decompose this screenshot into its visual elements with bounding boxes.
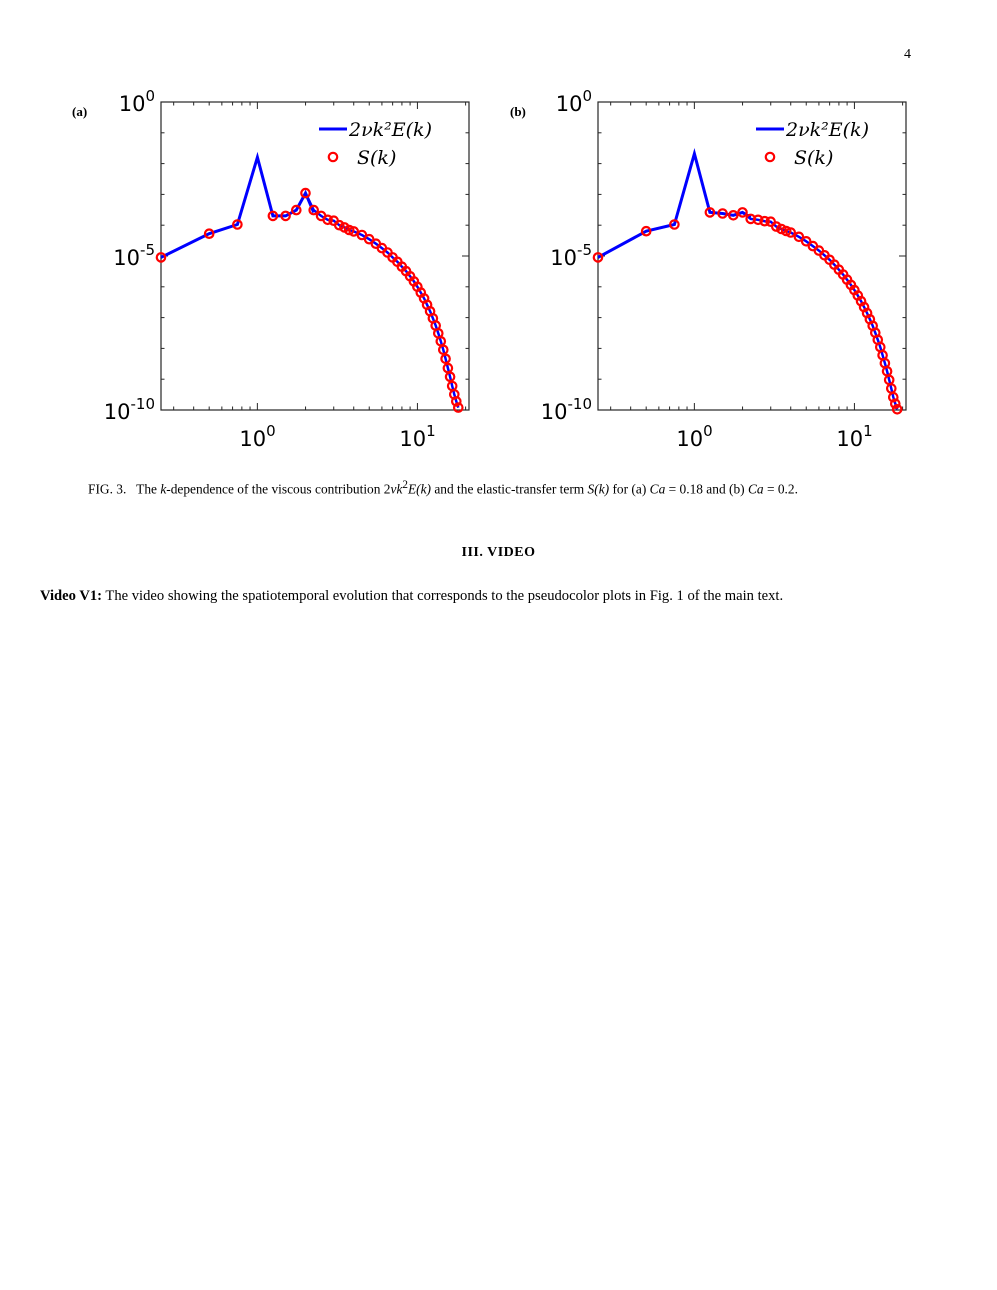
- data-point-s-k: [728, 210, 739, 221]
- tick-base: 10: [550, 246, 577, 270]
- y-tick-label: 10-5: [113, 241, 155, 270]
- data-point-s-k: [771, 221, 782, 232]
- y-tick-label: 100: [119, 87, 155, 116]
- y-tick-label: 10-10: [104, 395, 155, 424]
- data-point-s-k: [322, 214, 333, 226]
- data-point-s-k: [267, 210, 279, 222]
- data-point-s-k: [704, 207, 716, 218]
- panel-label-a: (a): [72, 104, 88, 119]
- caption-superscript: 2: [402, 479, 408, 491]
- legend-label-s-k: S(k): [794, 147, 833, 169]
- tick-base: 10: [119, 92, 146, 116]
- data-point-s-k: [752, 214, 764, 226]
- data-point-s-k: [785, 227, 796, 238]
- plot-frame: [160, 101, 470, 411]
- section-heading: III. VIDEO: [461, 545, 536, 560]
- tick-base: 10: [113, 246, 140, 270]
- tick-base: 10: [399, 427, 426, 451]
- data-point-s-k: [308, 204, 319, 216]
- tick-base: 10: [104, 400, 131, 424]
- data-point-s-k: [437, 344, 449, 356]
- data-point-s-k: [450, 396, 462, 407]
- data-point-s-k: [440, 353, 451, 365]
- x-tick-label: 100: [239, 422, 275, 451]
- series-line-viscous: [160, 151, 316, 259]
- caption-s-k: S(k): [587, 481, 610, 497]
- legend-label-s-k: S(k): [357, 147, 396, 169]
- tick-exponent: -10: [131, 395, 156, 413]
- y-tick-label: 100: [556, 87, 592, 116]
- tick-exponent: -5: [140, 241, 155, 259]
- data-point-s-k: [348, 226, 359, 237]
- x-tick-label: 100: [676, 422, 712, 451]
- data-point-s-k: [444, 371, 456, 383]
- tick-exponent: 0: [582, 87, 592, 105]
- data-point-s-k: [737, 207, 748, 218]
- tick-exponent: 1: [863, 422, 873, 440]
- caption-text: The: [136, 481, 161, 497]
- caption-label: FIG. 3.: [88, 481, 127, 497]
- data-point-s-k: [592, 252, 604, 263]
- caption-text: and the elastic-transfer term: [431, 481, 588, 497]
- data-point-s-k: [452, 402, 464, 413]
- tick-exponent: 0: [703, 422, 713, 440]
- panel-label-b: (b): [510, 104, 526, 119]
- tick-exponent: 0: [266, 422, 276, 440]
- data-point-s-k: [800, 236, 812, 247]
- data-point-s-k: [343, 224, 355, 236]
- video-label: Video V1:: [40, 588, 103, 604]
- tick-base: 10: [676, 427, 703, 451]
- tick-base: 10: [836, 427, 863, 451]
- caption-k: k: [160, 481, 167, 497]
- x-tick-label: 101: [399, 422, 435, 451]
- caption-nu-k: νk: [390, 481, 403, 497]
- data-point-s-k: [717, 208, 728, 219]
- series-line-viscous-tail: [741, 211, 899, 410]
- data-point-s-k: [203, 228, 215, 239]
- y-tick-label: 10-10: [541, 395, 592, 424]
- caption-text: = 0.2.: [763, 481, 798, 497]
- caption-text: -dependence of the viscous contribution …: [166, 481, 391, 497]
- legend-label-viscous: 2νk²E(k): [348, 119, 432, 141]
- data-point-s-k: [155, 252, 167, 263]
- legend-circle-swatch: [327, 151, 339, 163]
- caption-ca: Ca: [747, 481, 764, 497]
- legend-label-viscous: 2νk²E(k): [785, 119, 869, 141]
- data-point-s-k: [889, 398, 901, 409]
- caption-ca: Ca: [649, 481, 666, 497]
- data-point-s-k: [291, 204, 302, 216]
- data-point-s-k: [669, 219, 680, 230]
- caption-e-k: E(k): [407, 481, 432, 497]
- data-point-s-k: [887, 391, 899, 403]
- data-point-s-k: [232, 219, 243, 230]
- data-point-s-k: [300, 187, 311, 199]
- figure-caption: FIG. 3. The k-dependence of the viscous …: [88, 477, 916, 497]
- x-tick-label: 101: [836, 422, 872, 451]
- caption-text: for (a): [609, 481, 650, 497]
- data-point-s-k: [891, 403, 903, 415]
- data-point-s-k: [334, 219, 345, 231]
- series-line-viscous: [597, 148, 752, 259]
- tick-exponent: -10: [568, 395, 593, 413]
- tick-base: 10: [541, 400, 568, 424]
- tick-exponent: 0: [145, 87, 155, 105]
- video-description: The video showing the spatiotemporal evo…: [105, 588, 784, 604]
- page-number: 4: [904, 47, 911, 62]
- y-tick-label: 10-5: [550, 241, 592, 270]
- legend-circle-swatch: [764, 151, 776, 163]
- caption-text: = 0.18 and (b): [665, 481, 748, 497]
- tick-exponent: 1: [426, 422, 436, 440]
- data-point-s-k: [640, 225, 652, 237]
- data-point-s-k: [280, 210, 291, 222]
- tick-base: 10: [239, 427, 266, 451]
- data-point-s-k: [759, 215, 770, 227]
- tick-exponent: -5: [577, 241, 592, 259]
- series-line-viscous-tail: [304, 192, 460, 408]
- plot-frame: [597, 101, 907, 411]
- video-entry: Video V1: The video showing the spatiote…: [40, 587, 916, 605]
- data-point-s-k: [793, 231, 805, 243]
- tick-base: 10: [556, 92, 583, 116]
